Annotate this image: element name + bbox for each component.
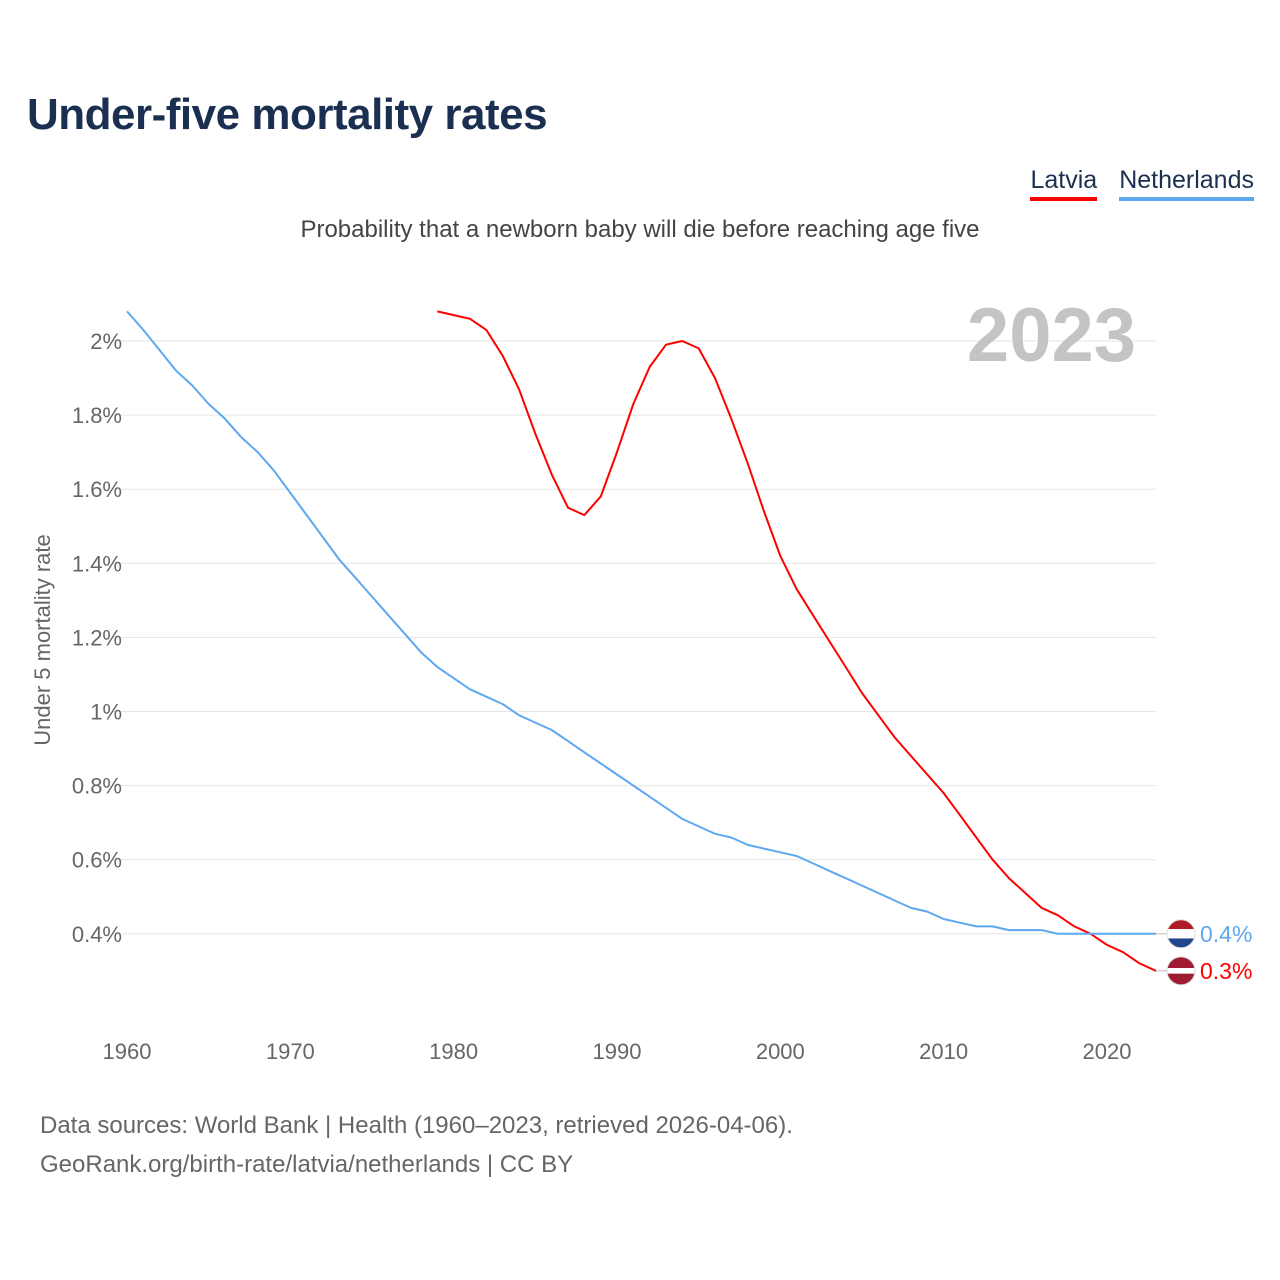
latvia-flag-icon (1166, 956, 1196, 986)
y-tick-label: 1.8% (72, 403, 122, 428)
legend: Latvia Netherlands (1030, 166, 1254, 201)
chart-title: Under-five mortality rates (27, 90, 548, 139)
y-tick-label: 1.4% (72, 551, 122, 576)
x-tick-label: 2010 (919, 1039, 968, 1064)
y-tick-label: 0.6% (72, 848, 122, 873)
y-tick-label: 2% (90, 329, 122, 354)
year-label: 2023 (967, 293, 1136, 378)
legend-item-latvia[interactable]: Latvia (1030, 166, 1098, 201)
x-tick-label: 1970 (266, 1039, 315, 1064)
y-tick-label: 0.4% (72, 922, 122, 947)
chart-subtitle: Probability that a newborn baby will die… (300, 216, 980, 243)
netherlands-flag-icon (1166, 919, 1196, 949)
x-tick-label: 2000 (756, 1039, 805, 1064)
y-tick-label: 1.2% (72, 625, 122, 650)
x-tick-label: 1960 (103, 1039, 152, 1064)
x-tick-label: 1980 (429, 1039, 478, 1064)
series-line-netherlands[interactable] (126, 310, 1156, 935)
x-tick-label: 2020 (1083, 1039, 1132, 1064)
y-axis-label: Under 5 mortality rate (30, 534, 55, 746)
end-value-label-netherlands: 0.4% (1200, 921, 1252, 947)
y-tick-label: 1% (90, 700, 122, 725)
series-line-latvia[interactable] (437, 310, 1157, 972)
source-line-1: Data sources: World Bank | Health (1960–… (40, 1112, 793, 1139)
source-note: Data sources: World Bank | Health (1960–… (40, 1106, 793, 1184)
y-tick-label: 0.8% (72, 774, 122, 799)
legend-item-netherlands[interactable]: Netherlands (1119, 166, 1254, 201)
x-tick-label: 1990 (593, 1039, 642, 1064)
end-value-label-latvia: 0.3% (1200, 958, 1252, 984)
y-tick-label: 1.6% (72, 477, 122, 502)
source-line-2[interactable]: GeoRank.org/birth-rate/latvia/netherland… (40, 1151, 574, 1178)
